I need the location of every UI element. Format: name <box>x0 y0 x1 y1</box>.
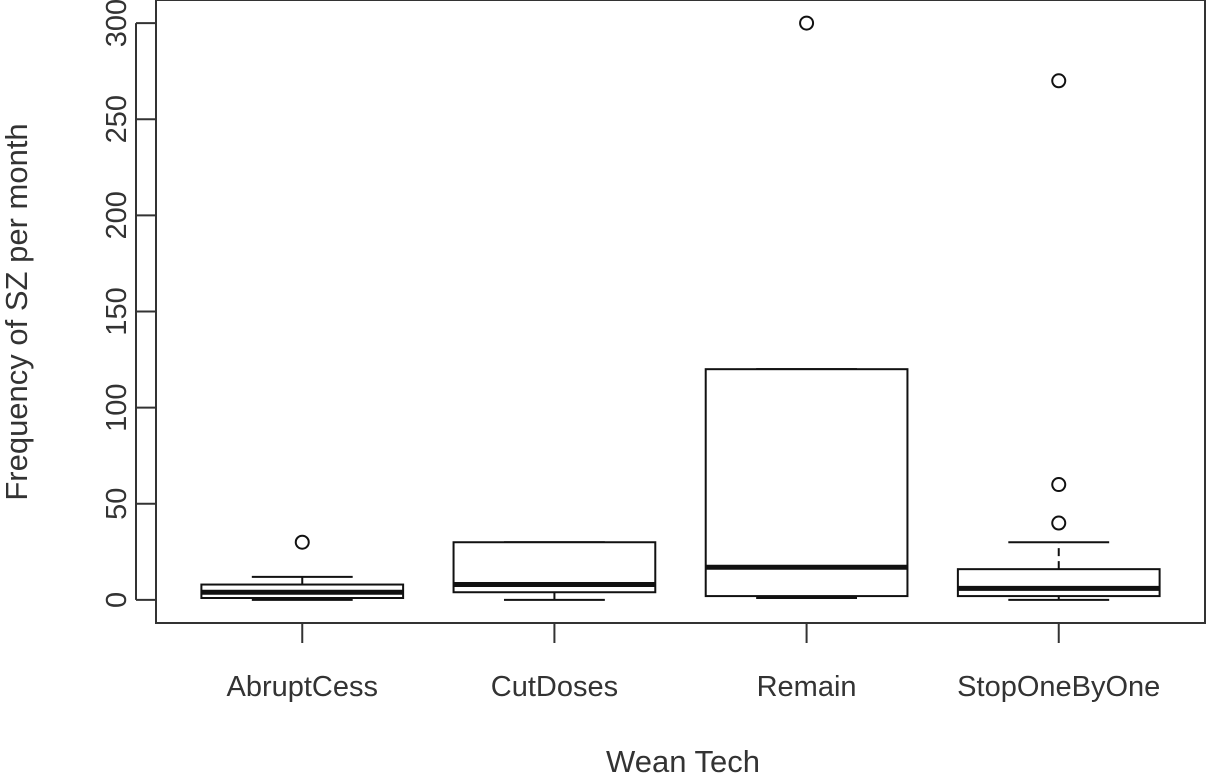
y-axis-title: Frequency of SZ per month <box>0 123 34 500</box>
x-tick-label: StopOneByOne <box>957 671 1160 703</box>
box-iqr <box>956 568 1161 598</box>
x-tick-label: CutDoses <box>491 671 618 703</box>
plot-frame <box>155 0 1206 624</box>
box-iqr <box>704 368 909 598</box>
x-axis-title: Wean Tech <box>606 744 760 779</box>
outlier-point <box>1051 477 1067 493</box>
outlier-point <box>1051 73 1067 89</box>
y-tick-label: 50 <box>101 488 133 520</box>
outlier-point <box>799 15 815 31</box>
y-tick-label: 300 <box>101 0 133 47</box>
y-tick-label: 100 <box>101 383 133 431</box>
x-axis: AbruptCess CutDoses Remain StopOneByOne <box>226 623 1160 703</box>
outlier-point <box>1051 515 1067 531</box>
box-StopOneByOne <box>956 73 1161 601</box>
y-tick-label: 200 <box>101 191 133 239</box>
x-tick-label: AbruptCess <box>226 671 378 703</box>
x-tick-label: Remain <box>757 671 857 703</box>
box-group <box>200 15 1161 601</box>
box-AbruptCess <box>200 534 405 601</box>
box-Remain <box>704 15 909 600</box>
y-tick-label: 250 <box>101 95 133 143</box>
y-tick-label: 0 <box>101 592 133 608</box>
y-tick-label: 150 <box>101 287 133 335</box>
y-axis: 0 50 100 150 200 250 300 <box>101 0 156 608</box>
outlier-point <box>294 534 310 550</box>
box-CutDoses <box>452 541 657 601</box>
